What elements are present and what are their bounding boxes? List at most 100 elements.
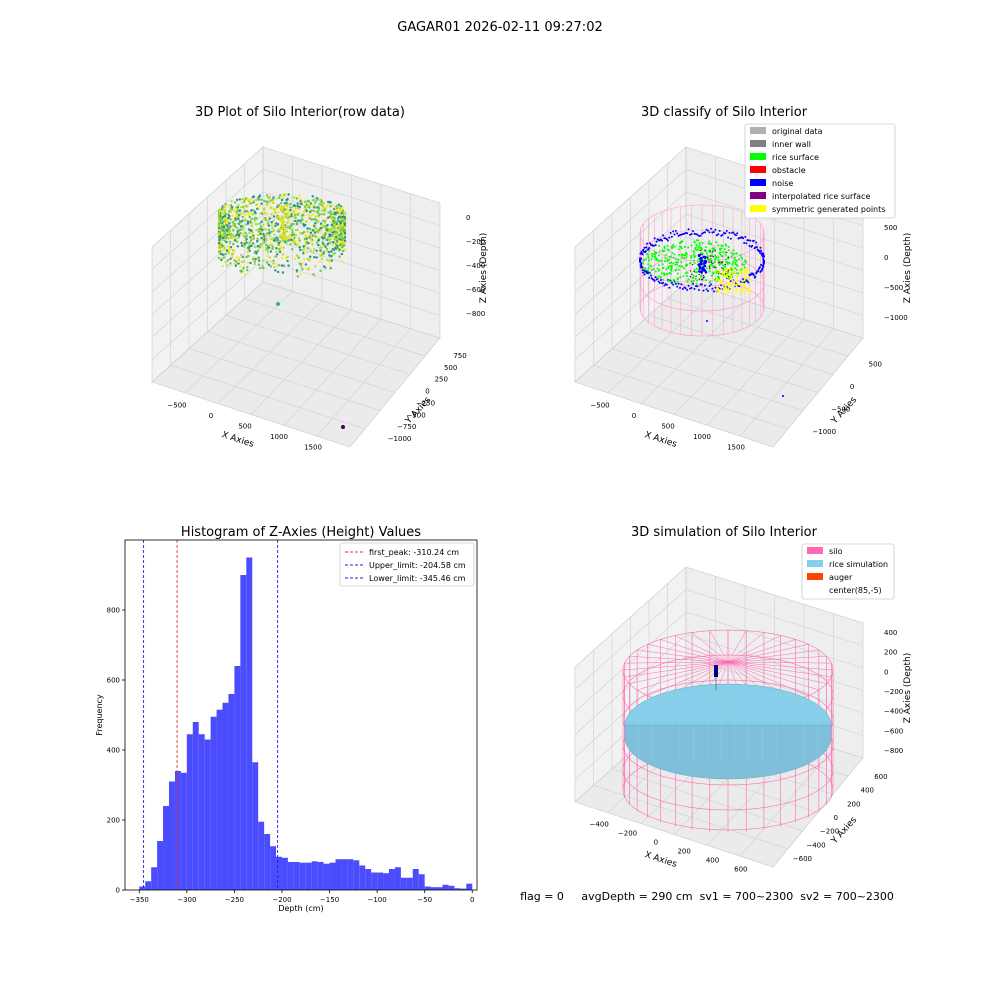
data-point (283, 226, 287, 230)
data-point (223, 239, 226, 242)
data-point (319, 269, 322, 272)
data-point (322, 202, 325, 205)
data-point (296, 228, 299, 231)
rice-surface-point (654, 270, 657, 273)
data-point (235, 256, 239, 259)
symmetric-point (737, 274, 740, 276)
data-point (242, 233, 245, 236)
x-tick-label: −100 (367, 896, 386, 904)
rice-surface-point (687, 246, 690, 249)
silo-roof-wire (675, 635, 729, 663)
symmetric-point (730, 276, 733, 279)
noise-point (744, 235, 747, 238)
data-point (272, 262, 275, 265)
data-point (268, 195, 271, 199)
histogram-bar (157, 841, 164, 890)
x-tick-label: −300 (177, 896, 196, 904)
data-point (265, 218, 268, 221)
data-point (224, 203, 227, 206)
rice-surface-point (662, 250, 665, 253)
rice-surface-point (723, 248, 726, 251)
data-point (251, 231, 254, 234)
data-point (336, 246, 340, 249)
data-point (297, 242, 300, 245)
symmetric-point (717, 269, 720, 271)
data-point (291, 248, 294, 251)
data-point (235, 226, 238, 229)
data-point (275, 247, 278, 250)
noise-point (724, 232, 727, 235)
interp-point (689, 276, 691, 278)
noise-point (650, 274, 652, 277)
noise-point (747, 239, 750, 242)
noise-point (693, 287, 696, 290)
data-point (247, 246, 250, 249)
rice-surface-point (718, 263, 721, 266)
data-point (265, 254, 269, 257)
noise-point (735, 234, 737, 237)
data-point (343, 220, 347, 223)
rice-surface-point (692, 274, 695, 277)
data-point (257, 263, 261, 267)
data-point (292, 236, 295, 239)
noise-point (743, 281, 746, 284)
rice-surface-point (678, 245, 681, 248)
data-point (286, 217, 290, 220)
rice-surface-point (673, 253, 676, 256)
data-point (225, 240, 228, 244)
data-point (322, 225, 325, 228)
data-point (297, 256, 300, 259)
data-point (227, 204, 230, 208)
data-point (257, 259, 261, 262)
data-point (259, 232, 262, 235)
data-point (301, 268, 304, 271)
interp-point (727, 269, 730, 271)
data-point (251, 208, 255, 212)
noise-point (672, 283, 675, 286)
data-point (253, 251, 256, 254)
data-point (342, 241, 346, 244)
data-point (229, 204, 233, 207)
rice-surface-point (658, 244, 660, 247)
rice-surface-point (744, 261, 747, 264)
rice-surface-point (658, 259, 660, 262)
grid-line (574, 589, 864, 690)
histogram-xlabel: Depth (cm) (278, 904, 323, 913)
rice-surface-point (686, 280, 689, 283)
noise-point (698, 234, 700, 237)
interp-point (692, 264, 694, 266)
rice-surface-point (683, 254, 686, 257)
rice-surface-point (663, 260, 666, 263)
data-point (343, 231, 347, 235)
symmetric-point (743, 279, 746, 282)
data-point (317, 209, 320, 213)
rice-surface-point (701, 242, 704, 245)
silo-roof-wire (637, 649, 729, 663)
y-tick-label: 400 (107, 747, 120, 755)
data-point (224, 261, 227, 264)
data-point (286, 239, 289, 243)
rice-surface-point (725, 244, 728, 247)
data-point (319, 227, 322, 230)
noise-point (674, 229, 677, 232)
data-point (259, 225, 263, 228)
data-point (283, 212, 287, 215)
rice-surface-point (678, 265, 681, 267)
data-point (286, 197, 289, 201)
symmetric-point (728, 291, 731, 294)
rice-surface-point (690, 280, 693, 283)
data-point (334, 241, 338, 244)
noise-point (714, 228, 717, 231)
interp-point (698, 268, 700, 271)
noise-point (681, 233, 684, 235)
data-point (313, 231, 317, 234)
rice-surface-point (655, 252, 658, 255)
noise-point (704, 284, 706, 287)
data-point (264, 234, 267, 237)
symmetric-point (731, 279, 734, 282)
data-point (270, 213, 273, 216)
classify-plot-zlabel: Z Axies (Depth) (903, 233, 913, 304)
rice-surface-point (726, 261, 729, 264)
data-point (285, 229, 288, 232)
silo-roof-wire (727, 661, 832, 678)
